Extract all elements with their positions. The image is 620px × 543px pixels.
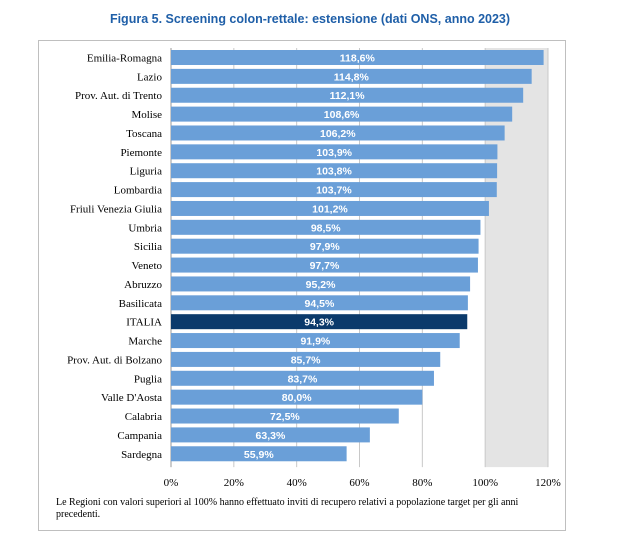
bar — [171, 200, 489, 216]
category-label: Lombardia — [114, 185, 162, 197]
data-label: 118,6% — [340, 53, 376, 65]
data-label: 55,9% — [244, 449, 274, 461]
footnote: Le Regioni con valori superiori al 100% … — [56, 497, 519, 520]
data-label: 108,6% — [324, 109, 360, 121]
category-label: Prov. Aut. di Trento — [75, 90, 163, 102]
bar — [171, 163, 498, 179]
chart-frame — [38, 40, 566, 531]
data-label: 101,2% — [312, 203, 348, 215]
bar — [171, 408, 399, 424]
bar — [171, 87, 524, 103]
bar — [171, 125, 505, 141]
category-label: Marche — [128, 336, 162, 348]
bar — [171, 351, 441, 367]
data-label: 94,3% — [304, 317, 334, 329]
data-label: 91,9% — [300, 336, 330, 348]
x-tick-label: 80% — [412, 477, 432, 489]
category-label: Toscana — [126, 128, 162, 140]
bar — [171, 295, 468, 311]
category-label: Abruzzo — [124, 279, 162, 291]
x-tick-label: 100% — [472, 477, 498, 489]
category-label: Valle D'Aosta — [101, 392, 162, 404]
bar — [171, 314, 468, 330]
data-label: 97,7% — [310, 260, 340, 272]
category-label: Puglia — [134, 373, 162, 385]
data-label: 103,7% — [316, 185, 352, 197]
x-tick-label: 0% — [164, 477, 179, 489]
category-label: Piemonte — [120, 147, 162, 159]
data-label: 98,5% — [311, 222, 341, 234]
category-label: Emilia-Romagna — [87, 53, 162, 65]
data-label: 72,5% — [270, 411, 300, 423]
category-label: Liguria — [130, 166, 162, 178]
category-label: Prov. Aut. di Bolzano — [67, 354, 162, 366]
category-label: Sardegna — [121, 449, 162, 461]
bar — [171, 238, 479, 254]
figure-title: Figura 5. Screening colon-rettale: esten… — [109, 12, 511, 26]
x-tick-label: 120% — [535, 477, 561, 489]
data-label: 103,9% — [316, 147, 352, 159]
data-label: 63,3% — [256, 430, 286, 442]
category-label: Umbria — [128, 222, 162, 234]
bar — [171, 333, 460, 349]
x-tick-label: 60% — [349, 477, 369, 489]
category-label: Veneto — [131, 260, 162, 272]
data-label: 103,8% — [316, 166, 352, 178]
bar — [171, 446, 347, 462]
category-label: Molise — [131, 109, 162, 121]
x-tick-label: 20% — [224, 477, 244, 489]
data-label: 112,1% — [330, 90, 366, 102]
bar — [171, 50, 544, 65]
data-label: 85,7% — [291, 354, 321, 366]
bar — [171, 389, 423, 405]
category-label: ITALIA — [126, 317, 162, 329]
data-label: 94,5% — [305, 298, 335, 310]
bar — [171, 427, 370, 443]
bar — [171, 219, 481, 235]
data-label: 80,0% — [282, 392, 312, 404]
bar — [171, 144, 498, 160]
bar — [171, 106, 513, 122]
category-label: Calabria — [125, 411, 162, 423]
category-label: Campania — [117, 430, 162, 442]
category-label: Basilicata — [119, 298, 162, 310]
data-label: 97,9% — [310, 241, 340, 253]
data-label: 95,2% — [306, 279, 336, 291]
data-label: 83,7% — [288, 373, 318, 385]
category-label: Lazio — [137, 71, 163, 83]
category-label: Sicilia — [134, 241, 162, 253]
bar — [171, 68, 532, 84]
bar — [171, 370, 434, 386]
bar — [171, 276, 471, 292]
bar — [171, 182, 497, 198]
category-label: Friuli Venezia Giulia — [70, 203, 162, 215]
data-label: 114,8% — [334, 71, 370, 83]
bar — [171, 257, 478, 273]
data-label: 106,2% — [320, 128, 356, 140]
x-tick-label: 40% — [287, 477, 307, 489]
